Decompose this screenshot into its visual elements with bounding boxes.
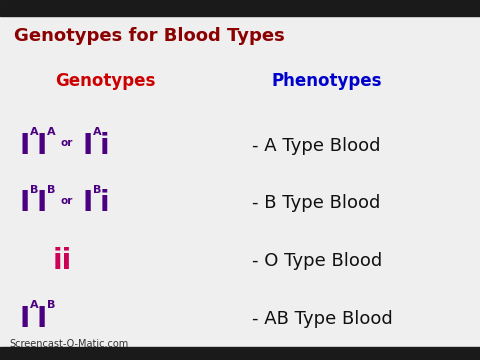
Text: I: I <box>82 189 92 217</box>
Text: B: B <box>93 185 101 195</box>
Text: or: or <box>60 138 73 148</box>
Text: I: I <box>82 132 92 160</box>
Text: I: I <box>36 132 47 160</box>
Text: I: I <box>36 305 47 333</box>
Text: B: B <box>47 300 55 310</box>
Text: - A Type Blood: - A Type Blood <box>252 137 381 155</box>
Text: Genotypes: Genotypes <box>55 72 156 90</box>
Text: A: A <box>30 300 38 310</box>
Text: Phenotypes: Phenotypes <box>271 72 382 90</box>
Text: I: I <box>19 132 29 160</box>
Text: I: I <box>19 305 29 333</box>
Text: B: B <box>30 185 38 195</box>
Text: A: A <box>93 127 101 137</box>
Text: - B Type Blood: - B Type Blood <box>252 194 380 212</box>
Text: i: i <box>99 132 109 160</box>
Bar <box>0 347 480 360</box>
Text: A: A <box>30 127 38 137</box>
Text: I: I <box>19 189 29 217</box>
Bar <box>0 0 480 16</box>
Text: - AB Type Blood: - AB Type Blood <box>252 310 393 328</box>
Text: i: i <box>99 189 109 217</box>
Text: B: B <box>47 185 55 195</box>
Text: - O Type Blood: - O Type Blood <box>252 252 382 270</box>
Text: I: I <box>36 189 47 217</box>
Text: Genotypes for Blood Types: Genotypes for Blood Types <box>14 27 285 45</box>
Text: ii: ii <box>53 247 72 275</box>
Text: or: or <box>60 195 73 206</box>
Text: A: A <box>47 127 56 137</box>
Text: Screencast-O-Matic.com: Screencast-O-Matic.com <box>10 339 129 349</box>
